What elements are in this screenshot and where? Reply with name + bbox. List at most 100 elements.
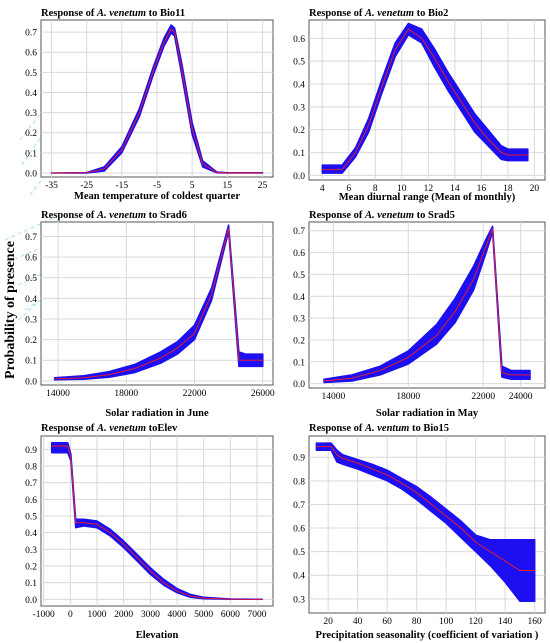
y-tick-label: 0.9: [293, 454, 305, 464]
y-tick-label: 0.0: [25, 169, 37, 179]
x-axis-label: Precipitation seasonality (coefficient o…: [316, 630, 539, 641]
x-tick-label: -5: [153, 181, 161, 191]
y-tick-label: 0.8: [25, 463, 37, 473]
y-tick-label: 0.7: [25, 29, 37, 39]
x-tick-label: -25: [80, 181, 93, 191]
plot-frame: [308, 221, 546, 389]
y-tick-label: 0.1: [293, 149, 305, 159]
x-tick-label: -35: [45, 181, 58, 191]
x-axis-label: Mean temperature of coldest quarter: [74, 191, 240, 202]
y-tick-label: 0.5: [293, 58, 305, 68]
x-tick-label: 2000: [114, 610, 133, 620]
y-tick-label: 0.6: [293, 249, 305, 259]
y-tick-label: 0.0: [293, 380, 305, 390]
x-tick-label: 22000: [183, 389, 207, 399]
panel-title: Response of A. ventum to Bio15: [309, 423, 449, 434]
tick-labels: -1000 0 1000 2000 3000 4000 5000 6000 7000 0.0 0.1…: [25, 446, 267, 620]
panel-title: Response of A. venetum to Srad5: [309, 210, 455, 221]
x-tick-label: 100: [439, 617, 454, 627]
y-tick-label: 0.6: [25, 496, 37, 506]
mean-response-line: [51, 28, 263, 174]
y-tick-label: 0.6: [25, 254, 37, 264]
panel-srad6: Response of A. venetum to Srad6 14000 180…: [25, 210, 275, 419]
x-tick-label: 6000: [221, 610, 240, 620]
x-tick-label: 22000: [471, 392, 495, 402]
y-tick-label: 0.3: [293, 595, 305, 605]
y-tick-label: 0.6: [25, 49, 37, 59]
panel-bio15: Response of A. ventum to Bio15 20 40 60 80 1…: [293, 423, 546, 641]
x-axis-label: Solar radiation in June: [105, 408, 209, 419]
y-tick-label: 0.6: [293, 35, 305, 45]
panel-title: Response of A. venetum toElev: [41, 423, 178, 434]
x-tick-label: 20: [530, 184, 540, 194]
x-tick-label: 140: [498, 617, 513, 627]
panel-title: Response of A. venetum to Bio2: [309, 8, 448, 19]
panel-title: Response of A. venetum to Bio11: [41, 8, 185, 19]
x-axis-label: Solar radiation in May: [376, 408, 479, 419]
y-tick-label: 0.4: [293, 572, 305, 582]
panel-srad5: Response of A. venetum to Srad5 14000 180…: [293, 210, 546, 419]
y-tick-label: 0.6: [293, 525, 305, 535]
mean-response-line: [322, 28, 528, 171]
x-tick-label: 10: [397, 184, 407, 194]
y-tick-label: 0.5: [293, 548, 305, 558]
x-tick-label: 5: [190, 181, 195, 191]
y-tick-label: 0.0: [25, 377, 37, 387]
x-tick-label: 80: [412, 617, 422, 627]
x-tick-label: -15: [116, 181, 129, 191]
x-tick-label: 18000: [396, 392, 420, 402]
confidence-band: [315, 442, 536, 602]
panel-elev: Response of A. venetum toElev -1000 0 1000…: [25, 423, 274, 641]
y-tick-label: 0.0: [25, 596, 37, 606]
x-tick-label: 7000: [248, 610, 267, 620]
y-tick-label: 0.4: [25, 89, 37, 99]
y-axis-label: Probability of presence: [3, 241, 18, 379]
x-tick-label: 40: [353, 617, 363, 627]
mean-response-line: [51, 445, 263, 600]
panel-title: Response of A. venetum to Srad6: [41, 210, 187, 221]
x-tick-label: 1000: [88, 610, 107, 620]
y-tick-label: 0.8: [293, 477, 305, 487]
x-tick-label: 14000: [46, 389, 70, 399]
x-tick-label: 120: [469, 617, 484, 627]
tick-labels: 14000 18000 22000 24000 0.0 0.1 0.2 0.3 0.4 0.5 0.…: [293, 227, 533, 402]
x-tick-label: 24000: [509, 392, 533, 402]
y-tick-label: 0.5: [25, 274, 37, 284]
x-tick-label: 20: [323, 617, 333, 627]
x-tick-label: 4: [320, 184, 325, 194]
x-tick-label: 14: [450, 184, 460, 194]
y-tick-label: 0.2: [25, 563, 37, 573]
x-tick-label: 18000: [114, 389, 138, 399]
y-tick-label: 0.1: [293, 358, 305, 368]
y-tick-label: 0.7: [293, 501, 305, 511]
x-tick-label: 14000: [321, 392, 345, 402]
gridlines: [309, 222, 545, 388]
y-tick-label: 0.1: [25, 357, 37, 367]
x-tick-label: 18: [503, 184, 513, 194]
x-axis-label: Mean diurnal range (Mean of monthly): [339, 192, 516, 203]
mean-response-line: [54, 228, 263, 380]
panel-bio11: Response of A. venetum to Bio11 -35 -25 -1…: [25, 8, 274, 202]
tick-labels: 14000 18000 22000 26000 0.0 0.1 0.2 0.3 0.4 0.5 0.…: [25, 233, 275, 399]
y-tick-label: 0.2: [293, 336, 305, 346]
tick-labels: 20 40 60 80 100 120 140 160 0.3 0.4 0.5 0.6 0.7 0.8 0.…: [293, 454, 542, 627]
x-tick-label: 15: [223, 181, 233, 191]
mean-response-line: [316, 446, 535, 571]
y-tick-label: 0.2: [25, 129, 37, 139]
panel-bio2: Response of A. venetum to Bio2 4 6 8 10 12 14…: [293, 8, 546, 203]
y-tick-label: 0.3: [25, 109, 37, 119]
x-tick-label: 8: [373, 184, 378, 194]
y-tick-label: 0.1: [25, 149, 37, 159]
y-tick-label: 0.3: [293, 315, 305, 325]
x-tick-label: 5000: [194, 610, 213, 620]
y-tick-label: 0.5: [293, 271, 305, 281]
y-tick-label: 0.4: [293, 81, 305, 91]
y-tick-label: 0.4: [25, 295, 37, 305]
tick-labels: 4 6 8 10 12 14 16 18 20 0.0 0.1 0.2 0.3 0.4 0.5 0.6: [293, 35, 539, 194]
y-tick-label: 0.5: [25, 513, 37, 523]
y-tick-label: 0.4: [293, 293, 305, 303]
x-tick-label: -1000: [33, 610, 55, 620]
y-tick-label: 0.3: [293, 103, 305, 113]
x-tick-label: 0: [68, 610, 73, 620]
